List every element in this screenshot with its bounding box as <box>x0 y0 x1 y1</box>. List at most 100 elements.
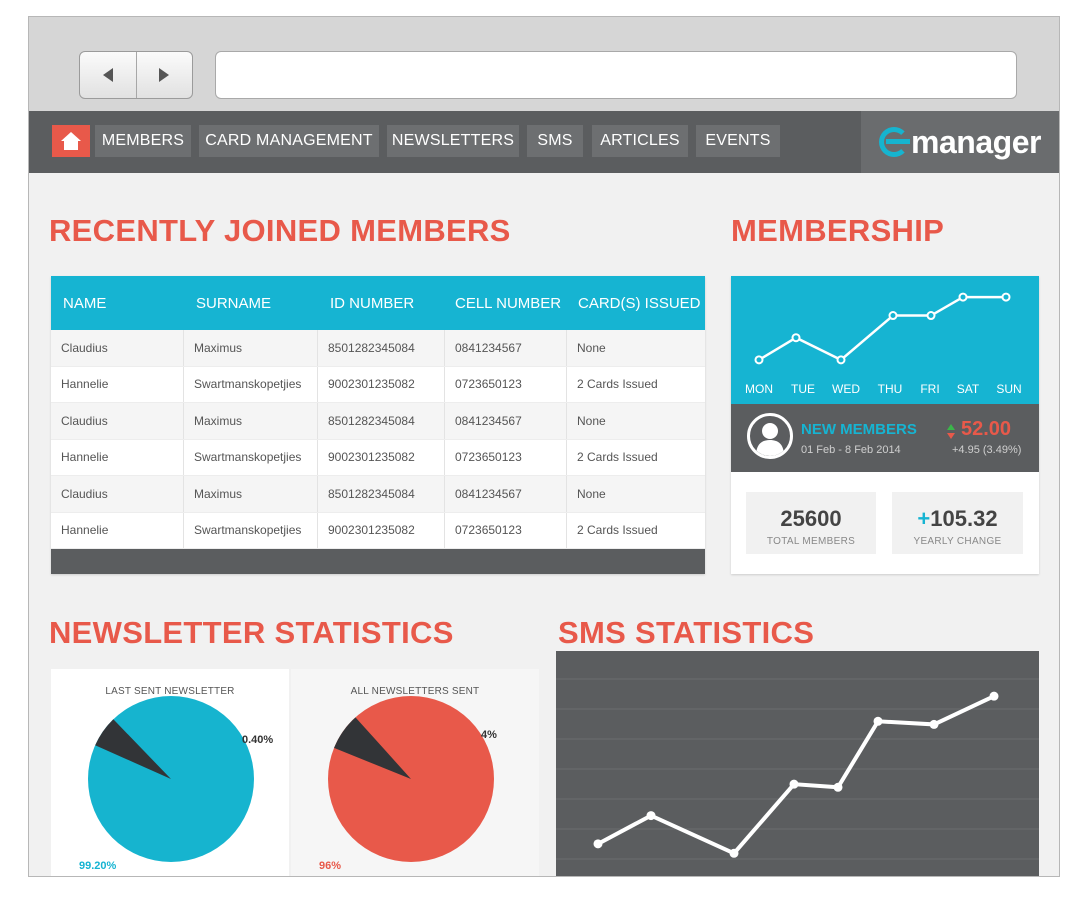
up-down-arrows-icon <box>947 424 955 439</box>
last-newsletter-pie <box>88 696 254 862</box>
cell-name: Hannelie <box>51 512 184 548</box>
tab-events[interactable]: EVENTS <box>696 125 780 157</box>
tab-articles[interactable]: ARTICLES <box>592 125 688 157</box>
column-header-surname[interactable]: SURNAME <box>196 294 272 312</box>
membership-card: MON TUE WED THU FRI SAT SUN NEW MEMBERS … <box>731 276 1039 574</box>
series-line <box>758 295 1006 362</box>
cell-name: Claudius <box>51 330 184 366</box>
data-point <box>929 719 939 729</box>
all-newsletters-title: ALL NEWSLETTERS SENT <box>350 686 480 697</box>
logo-wordmark: manager <box>911 123 1041 160</box>
column-header-name[interactable]: NAME <box>63 294 107 312</box>
cell-surname: Swartmanskopetjies <box>184 366 318 402</box>
browser-chrome <box>29 17 1059 111</box>
slice-label-big: 99.20% <box>79 860 117 872</box>
tab-newsletters[interactable]: NEWSLETTERS <box>387 125 519 157</box>
cell-cards: 2 Cards Issued <box>577 523 658 538</box>
home-button[interactable] <box>52 125 90 157</box>
cell-phone: 0841234567 <box>445 476 567 512</box>
sms-title: SMS STATISTICS <box>558 615 815 650</box>
cell-surname: Maximus <box>184 330 318 366</box>
user-icon <box>756 423 784 456</box>
data-point <box>1001 292 1011 302</box>
data-point <box>989 691 999 701</box>
data-point <box>926 311 936 321</box>
day-label: SAT <box>956 382 980 396</box>
tab-card-management[interactable]: CARD MANAGEMENT <box>199 125 379 157</box>
data-point <box>729 848 739 858</box>
tab-sms[interactable]: SMS <box>527 125 583 157</box>
table-header: NAME SURNAME ID NUMBER CELL NUMBER CARD(… <box>51 276 705 330</box>
plus-sign: + <box>917 506 931 531</box>
cell-id: 9002301235082 <box>318 439 445 475</box>
table-row[interactable]: Claudius Maximus 8501282345084 084123456… <box>51 403 705 440</box>
cell-id: 9002301235082 <box>318 366 445 402</box>
new-members-change: +4.95 (3.49%) <box>952 444 1022 456</box>
logo-e-mark <box>879 127 911 157</box>
forward-button[interactable] <box>135 52 193 98</box>
day-label: TUE <box>791 382 815 396</box>
data-point <box>593 839 603 849</box>
cell-phone: 0723650123 <box>445 512 567 548</box>
back-button[interactable] <box>80 52 136 98</box>
column-header-id[interactable]: ID NUMBER <box>330 294 415 312</box>
membership-chart-svg <box>754 292 1011 365</box>
sms-chart-panel <box>556 651 1039 876</box>
cell-cards: None <box>577 486 606 501</box>
day-label: WED <box>832 382 860 396</box>
table-row[interactable]: Claudius Maximus 8501282345084 084123456… <box>51 330 705 367</box>
all-newsletters-pie <box>328 696 494 862</box>
house-icon <box>61 132 81 150</box>
data-point <box>836 355 846 365</box>
arrow-right-icon <box>159 68 170 82</box>
table-row[interactable]: Hannelie Swartmanskopetjies 900230123508… <box>51 512 705 549</box>
new-members-value: 52.00 <box>961 418 1012 440</box>
slice-label-small: 0.40% <box>242 734 274 746</box>
cell-cards: None <box>577 413 606 428</box>
column-header-cell[interactable]: CELL NUMBER <box>455 294 562 312</box>
cell-id: 8501282345084 <box>318 403 445 439</box>
day-label: SUN <box>996 382 1022 396</box>
cell-id: 9002301235082 <box>318 512 445 548</box>
slice-label-big: 96% <box>319 860 342 872</box>
cell-phone: 0723650123 <box>445 366 567 402</box>
members-table: NAME SURNAME ID NUMBER CELL NUMBER CARD(… <box>51 276 705 574</box>
sms-line-chart <box>556 678 1039 860</box>
newsletter-title: NEWSLETTER STATISTICS <box>49 615 454 650</box>
cell-name: Claudius <box>51 403 184 439</box>
total-members-value: 25600 <box>780 506 842 531</box>
table-body: Claudius Maximus 8501282345084 084123456… <box>51 330 705 549</box>
address-bar[interactable] <box>215 51 1017 99</box>
pie-slice <box>334 717 411 779</box>
yearly-change-line: +105.32 <box>892 506 1023 532</box>
table-row[interactable]: Hannelie Swartmanskopetjies 900230123508… <box>51 439 705 476</box>
tab-members[interactable]: MEMBERS <box>95 125 191 157</box>
yearly-change-box: +105.32 YEARLY CHANGE <box>892 492 1023 554</box>
data-point <box>833 782 843 792</box>
column-header-cards[interactable]: CARD(S) ISSUED <box>578 294 701 312</box>
cell-name: Hannelie <box>51 439 184 475</box>
cell-cards: 2 Cards Issued <box>577 377 658 392</box>
table-row[interactable]: Claudius Maximus 8501282345084 084123456… <box>51 476 705 513</box>
history-buttons <box>79 51 193 99</box>
data-point <box>789 779 799 789</box>
cell-surname: Maximus <box>184 476 318 512</box>
browser-window: MEMBERS CARD MANAGEMENT NEWSLETTERS SMS … <box>28 16 1060 877</box>
day-label: MON <box>745 382 773 396</box>
app-logo[interactable]: manager <box>861 111 1059 173</box>
series-line <box>597 694 995 856</box>
table-row[interactable]: Hannelie Swartmanskopetjies 900230123508… <box>51 366 705 403</box>
cell-surname: Maximus <box>184 403 318 439</box>
cell-cards: 2 Cards Issued <box>577 450 658 465</box>
new-members-panel: NEW MEMBERS 01 Feb - 8 Feb 2014 52.00 +4… <box>731 404 1039 472</box>
yearly-change-label: YEARLY CHANGE <box>913 536 1002 547</box>
table-footer <box>51 549 705 574</box>
data-point <box>646 811 656 821</box>
data-point <box>958 292 968 302</box>
total-members-label: TOTAL MEMBERS <box>766 536 856 547</box>
cell-surname: Swartmanskopetjies <box>184 439 318 475</box>
day-label: THU <box>877 382 903 396</box>
cell-id: 8501282345084 <box>318 330 445 366</box>
data-point <box>888 311 898 321</box>
day-label: FRI <box>920 382 940 396</box>
